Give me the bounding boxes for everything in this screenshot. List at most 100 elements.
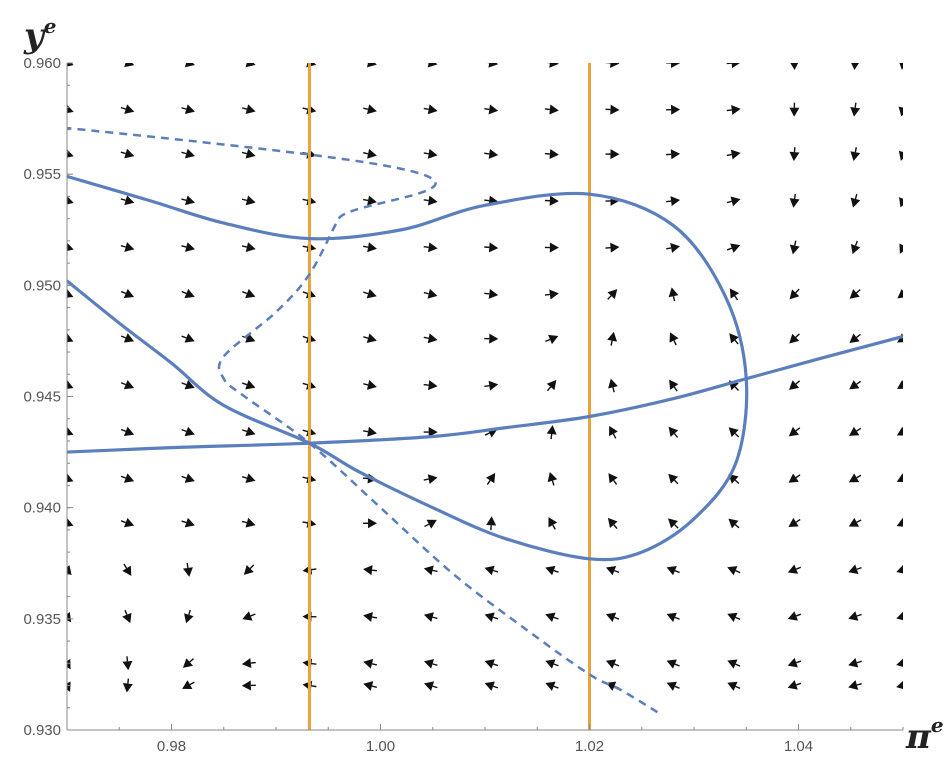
vector-arrow (363, 612, 378, 622)
vector-arrow (486, 472, 496, 485)
vector-arrow (545, 681, 559, 691)
vector-arrow (484, 681, 499, 691)
dashed-curve (67, 126, 659, 714)
vector-arrow (666, 104, 681, 115)
vector-arrow (181, 288, 195, 299)
vector-arrow (182, 680, 195, 689)
vector-arrow (484, 104, 499, 115)
vector-arrow (546, 425, 557, 440)
vector-arrow (896, 611, 903, 621)
vector-arrow (241, 517, 256, 528)
vector-arrow (363, 658, 378, 669)
vector-arrow (849, 426, 862, 436)
vector-arrow (726, 243, 741, 253)
vector-arrow (181, 333, 195, 343)
vector-arrow (898, 106, 903, 117)
vector-arrow (849, 333, 861, 344)
vector-arrow (423, 380, 438, 391)
x-tick-label: 1.00 (366, 738, 395, 755)
vector-arrow (850, 102, 861, 117)
vector-arrow (848, 473, 862, 483)
vector-arrow (897, 289, 903, 299)
vector-arrow (850, 193, 861, 208)
vector-arrow (896, 473, 903, 483)
vector-arrow (787, 611, 802, 621)
tick-labels: 0.98 1.00 1.02 1.04 0.930 0.935 0.940 0.945 0.95… (23, 55, 813, 755)
vector-arrow (666, 681, 680, 691)
vector-arrow (423, 148, 438, 159)
vector-arrow (363, 104, 377, 115)
vector-arrow (363, 242, 377, 253)
vector-arrow (484, 148, 499, 159)
y-tick-label: 0.945 (23, 389, 61, 406)
vector-arrow (850, 240, 861, 255)
vector-arrow (363, 148, 377, 159)
vertical-reference-lines (307, 63, 591, 730)
vector-arrow (484, 380, 499, 391)
vector-arrow (67, 565, 72, 576)
vector-arrow (727, 681, 741, 691)
vector-arrow (423, 681, 438, 691)
vector-arrow (545, 612, 559, 622)
vector-arrow (544, 104, 559, 115)
vector-arrow (67, 517, 74, 527)
y-tick-label: 0.955 (23, 166, 61, 183)
vector-arrow (545, 334, 559, 345)
vector-arrow (544, 289, 559, 300)
vector-arrow (120, 517, 135, 528)
vector-arrow (848, 564, 862, 574)
vector-arrow (788, 473, 801, 483)
vector-arrow (122, 678, 133, 693)
vector-arrow (666, 196, 681, 207)
vector-arrow (423, 612, 438, 622)
vector-arrow (787, 657, 802, 668)
vector-arrow (122, 609, 132, 624)
vector-arrow (789, 333, 800, 344)
vector-arrow (67, 379, 74, 389)
vector-arrow (605, 242, 620, 253)
vector-arrow (729, 288, 739, 301)
vector-arrow (120, 379, 135, 390)
vector-arrow (545, 659, 559, 669)
solid-curve (67, 334, 903, 454)
vector-arrow (666, 659, 680, 669)
x-axis-label: πe (905, 713, 944, 757)
vector-arrow (241, 242, 256, 252)
vector-arrow (120, 148, 135, 159)
vector-arrow (608, 425, 618, 439)
vector-arrow (605, 565, 620, 576)
vector-arrow (789, 380, 801, 390)
vector-arrow (789, 288, 800, 300)
vector-arrow (241, 426, 256, 437)
vector-arrow (668, 287, 679, 302)
vector-arrow (848, 657, 862, 668)
vector-arrow (789, 102, 800, 117)
vector-arrow (122, 656, 133, 671)
vector-arrow (726, 196, 741, 207)
vector-arrow (181, 242, 195, 252)
vector-arrow (728, 427, 740, 438)
vector-arrow (544, 242, 559, 253)
vector-arrow (241, 195, 256, 206)
vector-arrow (427, 63, 438, 68)
vector-arrow (605, 612, 620, 622)
vector-arrow (67, 288, 74, 298)
vector-arrow (241, 680, 256, 691)
vector-arrow (182, 658, 194, 668)
vector-arrow (363, 288, 377, 299)
vector-arrow (851, 63, 859, 70)
vector-arrow (487, 63, 499, 68)
y-tick-label: 0.950 (23, 277, 61, 294)
vector-arrow (896, 658, 903, 667)
vector-arrow (787, 680, 802, 690)
vector-arrow (899, 63, 903, 70)
vector-field-arrows (67, 63, 903, 693)
vector-arrow (546, 63, 559, 68)
vector-arrow (423, 195, 438, 206)
vector-arrow (363, 333, 377, 343)
vector-arrow (789, 240, 800, 255)
vector-arrow (67, 63, 74, 67)
vector-arrow (241, 658, 256, 669)
vector-arrow (727, 612, 741, 622)
